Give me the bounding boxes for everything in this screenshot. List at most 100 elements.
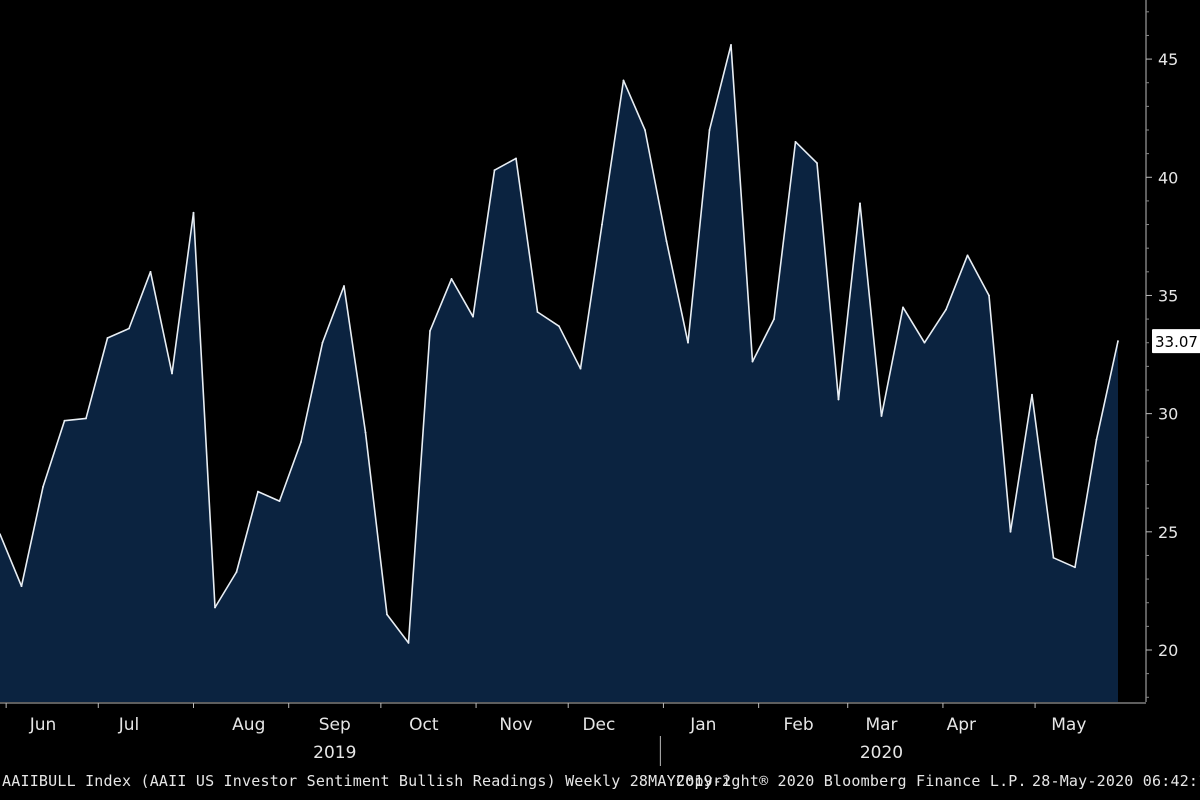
x-year-label: 2020 [860, 743, 903, 763]
series-line-segment [1009, 393, 1033, 533]
data-point [20, 585, 23, 587]
series-line-segment [601, 79, 625, 226]
data-point [515, 157, 517, 160]
series-line-segment [622, 79, 646, 131]
series-line-segment [730, 44, 754, 363]
series-line-segment [923, 308, 947, 344]
footer-timestamp: 28-May-2020 06:42:13 [1032, 772, 1200, 790]
data-point [0, 533, 1, 535]
data-point [665, 240, 668, 242]
x-month-label: May [1051, 715, 1086, 735]
series-line-segment [966, 254, 990, 297]
series-line-segment [794, 141, 818, 164]
data-point [149, 271, 152, 273]
data-point [85, 417, 87, 420]
series-line-segment [945, 254, 969, 311]
data-point [192, 211, 195, 214]
series-line-segment [1031, 393, 1055, 559]
data-point [1052, 557, 1055, 559]
data-point [730, 44, 732, 46]
data-point [214, 606, 216, 609]
data-point [708, 129, 711, 131]
series-line-segment [644, 129, 668, 242]
series-line-segment [343, 285, 367, 434]
data-point [1074, 566, 1076, 569]
series-line-segment [214, 571, 238, 609]
data-point [773, 318, 775, 320]
series-line-segment [665, 240, 689, 344]
footer-security-description: AAIIBULL Index (AAII US Investor Sentime… [2, 772, 732, 790]
y-tick-label: 40 [1158, 168, 1178, 187]
series-line-segment [63, 417, 87, 422]
data-point [816, 162, 818, 164]
series-line-segment [450, 278, 474, 318]
series-line-segment [472, 169, 496, 318]
series-line-segment [171, 211, 195, 375]
y-tick-label: 30 [1158, 405, 1178, 424]
data-point [536, 311, 539, 313]
y-tick-label: 20 [1158, 641, 1178, 660]
series-line-segment [386, 613, 410, 644]
series-line-segment [85, 337, 109, 420]
series-line-segment [988, 294, 1012, 533]
series-line-segment [278, 441, 302, 502]
series-line-segment [235, 490, 259, 573]
series-line-segment [20, 486, 44, 588]
data-point [386, 613, 388, 616]
data-point [945, 308, 947, 311]
series-line-segment [1052, 556, 1076, 569]
data-point [1117, 340, 1119, 342]
plot-area [0, 44, 1119, 702]
y-tick-label: 25 [1158, 523, 1178, 542]
x-month-label: Feb [784, 715, 814, 735]
data-point [644, 129, 646, 131]
x-month-label: Aug [232, 715, 265, 735]
series-line-segment [128, 270, 152, 330]
series-line-segment [407, 330, 431, 644]
series-line-segment [558, 325, 582, 370]
x-month-label: Sep [319, 715, 351, 735]
series-line-segment [515, 157, 539, 313]
data-point [558, 325, 560, 328]
x-month-label: Jan [689, 715, 716, 735]
series-line-segment [257, 490, 281, 502]
footer-copyright: Copyright® 2020 Bloomberg Finance L.P. [676, 772, 1027, 790]
series-line-segment [1095, 340, 1119, 441]
data-point [601, 223, 603, 226]
series-line-segment [773, 141, 797, 320]
data-point [63, 419, 66, 422]
series-line-segment [579, 223, 603, 370]
y-tick-label: 45 [1158, 50, 1178, 69]
x-month-label: Jul [118, 715, 140, 735]
data-point [794, 141, 797, 143]
series-line-segment [364, 431, 388, 616]
data-point [278, 500, 281, 502]
data-point [579, 367, 582, 370]
series-line-segment [902, 306, 926, 344]
y-tick-label: 35 [1158, 286, 1178, 305]
series-line-segment [0, 533, 23, 588]
data-point [923, 341, 926, 344]
data-point [364, 431, 367, 434]
series-line-segment [493, 157, 517, 171]
data-point [966, 254, 969, 257]
x-year-label: 2019 [313, 743, 356, 763]
data-point [42, 486, 44, 488]
data-point [343, 285, 345, 287]
last-value-badge [1152, 329, 1200, 354]
data-point [235, 571, 238, 573]
series-line-segment [42, 419, 66, 488]
series-line-segment [1074, 438, 1098, 569]
series-line-segment [837, 202, 861, 401]
data-point [472, 315, 474, 318]
series-line-segment [536, 311, 560, 328]
x-month-label: Apr [947, 715, 976, 735]
data-point [687, 341, 689, 344]
data-point [1031, 393, 1033, 396]
series-line-segment [300, 341, 324, 443]
x-month-label: Dec [582, 715, 615, 735]
series-line-segment [149, 270, 173, 375]
data-point [751, 360, 754, 363]
data-point [1095, 438, 1098, 441]
